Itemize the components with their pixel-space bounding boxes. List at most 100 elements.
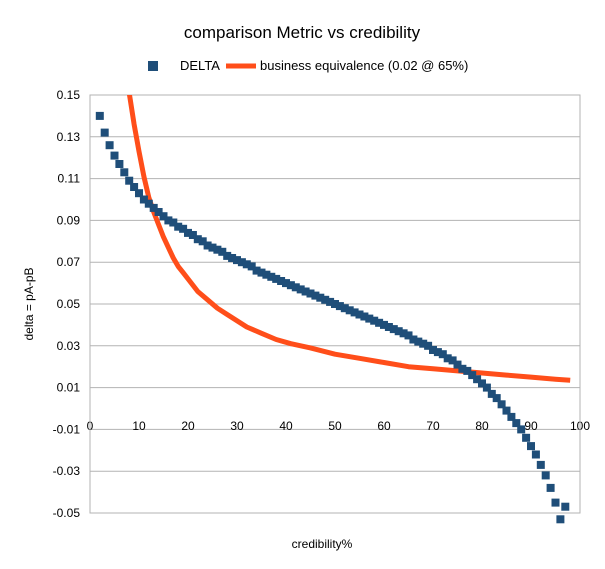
delta-point (424, 341, 433, 350)
delta-point (507, 412, 516, 421)
x-tick-labels: 0 10 20 30 40 50 60 70 80 90 100 (87, 419, 591, 433)
delta-point (208, 243, 217, 252)
y-tick-label: -0.03 (53, 464, 81, 478)
delta-point (433, 348, 442, 357)
delta-point (193, 235, 202, 244)
legend-label-delta: DELTA (180, 58, 220, 73)
delta-point (291, 283, 300, 292)
delta-point (384, 323, 393, 331)
delta-point (242, 260, 251, 269)
delta-point (546, 483, 555, 492)
delta-point (340, 304, 349, 313)
delta-point (184, 228, 192, 237)
delta-point (306, 289, 315, 298)
delta-point (380, 320, 388, 329)
delta-point (95, 111, 104, 120)
delta-point (360, 312, 369, 321)
delta-point (478, 379, 486, 388)
delta-point (473, 375, 482, 384)
delta-point (404, 331, 413, 340)
delta-point (257, 268, 266, 277)
delta-point (135, 189, 143, 198)
delta-point (453, 360, 462, 369)
delta-point (497, 400, 506, 409)
y-tick-label: -0.01 (53, 422, 81, 436)
delta-point (556, 515, 565, 524)
chart-title: comparison Metric vs credibility (184, 23, 421, 42)
x-tick-label: 50 (328, 419, 342, 433)
business-equivalence-line (126, 95, 571, 383)
delta-point (316, 293, 325, 302)
delta-point (355, 310, 364, 319)
delta-point (482, 383, 491, 392)
delta-point (448, 356, 457, 365)
delta-point (272, 274, 281, 283)
delta-point (286, 281, 295, 290)
delta-point (301, 287, 310, 296)
delta-point (237, 258, 246, 267)
delta-point (120, 168, 129, 177)
delta-point (561, 502, 570, 511)
delta-point (345, 306, 354, 315)
delta-point (149, 203, 158, 212)
delta-point (531, 450, 540, 459)
delta-point (541, 471, 550, 480)
delta-point (487, 389, 496, 398)
delta-point (179, 224, 188, 233)
delta-point (282, 279, 290, 288)
series-business-equivalence (126, 95, 571, 383)
delta-point (139, 195, 148, 204)
legend-marker-delta (148, 61, 158, 71)
delta-point (198, 237, 207, 246)
y-tick-label: 0.05 (57, 297, 81, 311)
x-tick-label: 10 (132, 419, 146, 433)
delta-point (399, 329, 408, 338)
delta-point (502, 406, 511, 415)
delta-point (159, 212, 168, 221)
delta-point (375, 318, 384, 327)
delta-point (218, 247, 227, 256)
delta-point (389, 325, 398, 334)
delta-point (350, 308, 359, 317)
delta-point (335, 302, 344, 311)
delta-point (174, 222, 183, 231)
x-axis-label: credibility% (292, 537, 353, 551)
y-tick-label: 0.11 (58, 172, 81, 186)
legend: DELTA business equivalence (0.02 @ 65%) (148, 58, 468, 73)
delta-point (331, 300, 339, 308)
delta-point (321, 295, 330, 304)
delta-point (262, 270, 271, 279)
delta-point (326, 297, 335, 306)
delta-point (527, 442, 535, 451)
y-tick-labels: 0.15 0.13 0.11 0.09 0.07 0.05 0.03 0.01 -0.01 -0.… (53, 88, 81, 520)
delta-point (203, 241, 212, 250)
y-tick-label: 0.15 (57, 88, 81, 102)
plot-area (89, 94, 581, 514)
y-tick-label: 0.07 (57, 255, 81, 269)
delta-point (267, 272, 276, 281)
delta-point (463, 366, 472, 375)
delta-point (213, 245, 222, 254)
delta-point (517, 425, 526, 434)
x-tick-label: 90 (524, 419, 538, 433)
delta-point (100, 128, 109, 137)
delta-point (105, 141, 114, 150)
delta-point (277, 277, 286, 285)
delta-point (252, 266, 261, 275)
delta-point (370, 316, 379, 325)
legend-label-business-equivalence: business equivalence (0.02 @ 65%) (260, 58, 468, 73)
x-tick-label: 20 (181, 419, 195, 433)
x-tick-label: 60 (377, 419, 391, 433)
delta-point (233, 256, 241, 265)
delta-point (365, 314, 374, 323)
delta-point (522, 433, 531, 442)
delta-point (169, 218, 178, 227)
series-delta (95, 111, 570, 524)
delta-point (228, 254, 237, 262)
delta-point (468, 371, 477, 380)
delta-point (125, 176, 134, 185)
x-tick-label: 40 (279, 419, 293, 433)
delta-point (429, 346, 437, 354)
delta-point (414, 337, 423, 346)
